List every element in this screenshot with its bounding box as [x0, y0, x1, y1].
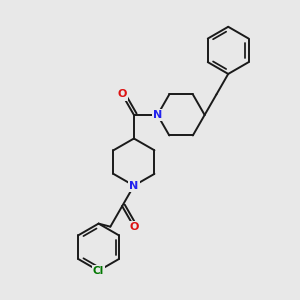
Text: O: O [118, 89, 127, 99]
Text: O: O [129, 222, 139, 232]
Text: N: N [129, 181, 139, 191]
Text: Cl: Cl [93, 266, 104, 276]
Text: N: N [153, 110, 162, 120]
